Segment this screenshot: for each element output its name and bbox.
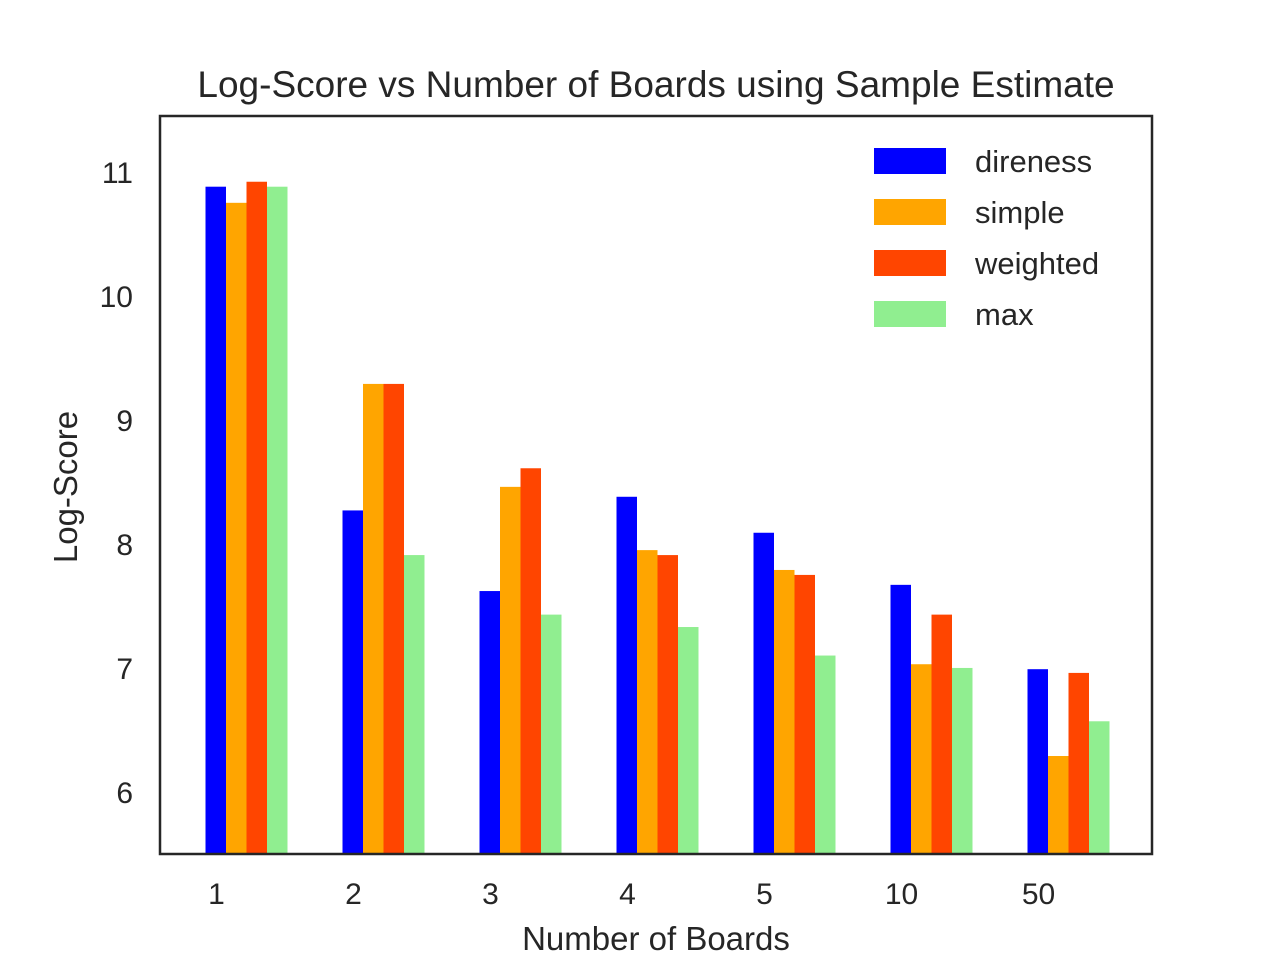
bar-weighted-50 (1068, 672, 1089, 854)
legend-swatch-weighted (874, 250, 946, 276)
y-axis-label: Log-Score (47, 411, 84, 563)
bar-simple-10 (911, 664, 932, 854)
bar-weighted-3 (520, 468, 541, 854)
y-tick-label: 10 (100, 281, 133, 314)
bar-max-2 (404, 555, 425, 854)
x-tick-label: 1 (208, 878, 225, 911)
bar-direness-3 (479, 591, 500, 854)
bar-max-3 (541, 614, 562, 854)
bars-group (205, 181, 1110, 855)
y-tick-label: 7 (116, 653, 133, 686)
bar-simple-5 (774, 569, 795, 854)
y-tick-label: 8 (116, 529, 133, 562)
bar-simple-2 (363, 383, 384, 854)
legend-label-max: max (975, 297, 1034, 332)
x-tick-label: 5 (756, 878, 773, 911)
x-tick-label: 50 (1022, 878, 1055, 911)
y-tick-labels: 6 7 8 9 10 11 (100, 157, 133, 810)
x-tick-label: 4 (619, 878, 636, 911)
bar-weighted-2 (383, 383, 404, 854)
bar-simple-4 (637, 550, 658, 854)
bar-max-1 (267, 186, 288, 854)
y-tick-label: 11 (102, 157, 133, 190)
bar-direness-1 (205, 186, 226, 854)
legend-swatch-simple (874, 199, 946, 225)
bar-max-10 (952, 667, 973, 854)
x-tick-label: 10 (885, 878, 918, 911)
bar-max-4 (678, 627, 699, 854)
x-axis-label: Number of Boards (522, 920, 790, 957)
bar-direness-50 (1027, 669, 1048, 854)
legend: direness simple weighted max (874, 144, 1099, 332)
bar-direness-5 (753, 532, 774, 854)
bar-direness-4 (616, 496, 637, 854)
x-tick-label: 2 (345, 878, 362, 911)
bar-simple-3 (500, 486, 521, 854)
bar-weighted-5 (794, 574, 815, 854)
y-tick-label: 9 (116, 405, 133, 438)
legend-swatch-direness (874, 148, 946, 174)
legend-label-weighted: weighted (974, 246, 1099, 281)
bar-weighted-4 (657, 555, 678, 854)
y-tick-label: 6 (116, 777, 133, 810)
chart-title: Log-Score vs Number of Boards using Samp… (197, 64, 1114, 105)
legend-label-simple: simple (975, 195, 1065, 230)
bar-direness-10 (890, 584, 911, 854)
bar-max-5 (815, 655, 836, 854)
x-tick-labels: 1 2 3 4 5 10 50 (208, 878, 1055, 911)
legend-label-direness: direness (975, 144, 1092, 179)
bar-direness-2 (342, 510, 363, 854)
plot-area-frame (158, 114, 1154, 856)
bar-max-50 (1089, 721, 1110, 854)
x-tick-label: 3 (482, 878, 499, 911)
legend-swatch-max (874, 301, 946, 327)
bar-weighted-10 (931, 614, 952, 854)
bar-simple-50 (1048, 756, 1069, 854)
bar-simple-1 (226, 202, 247, 854)
bar-weighted-1 (246, 181, 267, 855)
